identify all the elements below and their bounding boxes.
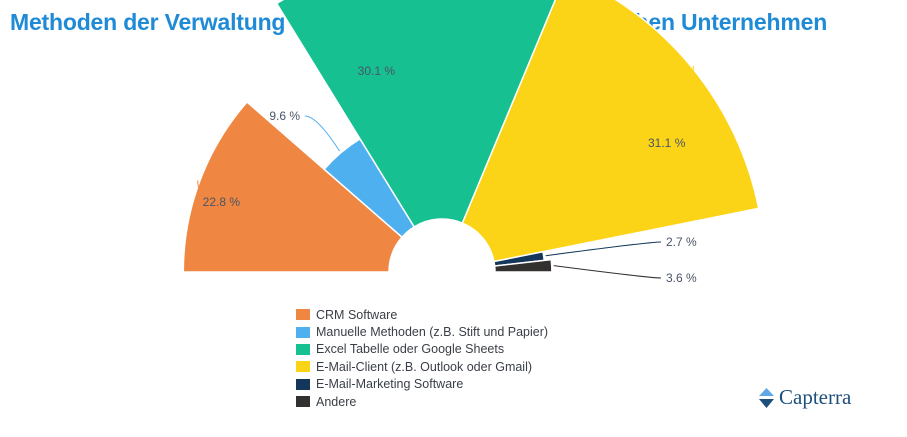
leader-line-e-mail-client-z-b-outlook-oder-gmail (642, 65, 694, 144)
semicircle-donut-chart: 22.8 % 9.6 % 30.1 % 31.1 % 2.7 % 3.6 % (182, 0, 760, 285)
legend-label: Excel Tabelle oder Google Sheets (316, 342, 505, 357)
data-label-e-mail-marketing-software: 2.7 % (666, 235, 697, 249)
legend-label: CRM Software (316, 307, 398, 322)
legend-item-e-mail-client-z-b-outlook-oder-gmail: E-Mail-Client (z.B. Outlook oder Gmail) (296, 358, 548, 375)
legend-item-andere: Andere (296, 393, 548, 410)
slice-andere (493, 258, 553, 273)
legend-item-manuelle-methoden-z-b-stift-und-papier: Manuelle Methoden (z.B. Stift und Papier… (296, 323, 548, 340)
legend-swatch (296, 378, 310, 390)
leader-line-e-mail-marketing-software (545, 241, 662, 257)
legend-swatch (296, 343, 310, 355)
capterra-brand: Capterra (758, 385, 851, 410)
legend-swatch (296, 361, 310, 373)
leader-line-andere (553, 265, 662, 279)
legend-label: E-Mail-Marketing Software (316, 377, 464, 392)
legend-swatch (296, 326, 310, 338)
data-label-excel-tabelle-oder-google-sheets: 30.1 % (358, 64, 396, 78)
chart-legend: CRM Software Manuelle Methoden (z.B. Stif… (296, 306, 548, 410)
legend-item-e-mail-marketing-software: E-Mail-Marketing Software (296, 376, 548, 393)
legend-item-crm-software: CRM Software (296, 306, 548, 323)
slice-excel-tabelle-oder-google-sheets (275, 0, 557, 228)
legend-label: Manuelle Methoden (z.B. Stift und Papier… (316, 325, 549, 340)
data-label-e-mail-client-z-b-outlook-oder-gmail: 31.1 % (648, 136, 686, 150)
slice-crm-software (182, 100, 404, 273)
data-label-andere: 3.6 % (666, 271, 697, 285)
leader-line-crm-software (197, 180, 246, 203)
legend-label: Andere (316, 394, 357, 409)
slice-e-mail-client-z-b-outlook-oder-gmail (461, 0, 760, 263)
leader-line-excel-tabelle-oder-google-sheets (399, 0, 416, 72)
leader-line-manuelle-methoden-z-b-stift-und-papier (304, 115, 341, 152)
brand-name: Capterra (779, 385, 852, 409)
legend-swatch (296, 396, 310, 408)
data-label-manuelle-methoden-z-b-stift-und-papier: 9.6 % (269, 109, 300, 123)
legend-swatch (296, 309, 310, 321)
capterra-logo-icon (759, 387, 774, 408)
legend-label: E-Mail-Client (z.B. Outlook oder Gmail) (316, 359, 533, 374)
data-label-crm-software: 22.8 % (203, 195, 241, 209)
legend-item-excel-tabelle-oder-google-sheets: Excel Tabelle oder Google Sheets (296, 341, 548, 358)
